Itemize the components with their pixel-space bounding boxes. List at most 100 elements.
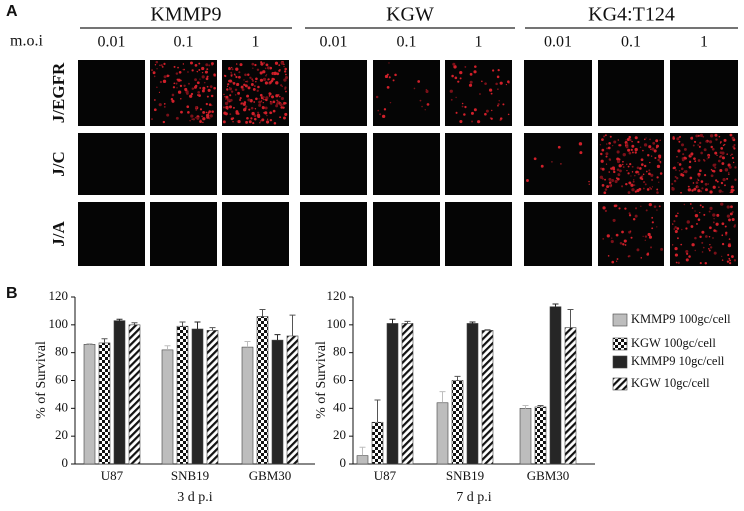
cell-signal [253, 114, 257, 118]
y-tick-label: 40 [333, 399, 346, 414]
cell-signal [235, 63, 238, 65]
cell-signal [206, 85, 209, 88]
cell-signal [724, 184, 726, 187]
cell-signal [283, 116, 286, 120]
cell-signal [461, 102, 464, 105]
x-tick-label: SNB19 [171, 468, 209, 483]
cell-signal [225, 105, 229, 110]
cell-signal [213, 73, 216, 77]
cell-signal [177, 80, 179, 83]
cell-signal [495, 82, 498, 86]
cell-signal [660, 247, 664, 251]
cell-signal [650, 188, 652, 190]
cell-signal [732, 189, 735, 192]
cell-signal [616, 168, 620, 172]
cell-signal [250, 106, 254, 110]
cell-signal [502, 103, 505, 106]
bar [549, 306, 562, 465]
cell-signal [608, 177, 612, 181]
cell-signal [607, 146, 611, 150]
group-header: KMMP9 [150, 4, 221, 26]
cell-signal [226, 88, 229, 91]
row-label: J/EGFR [49, 62, 68, 123]
cell-signal [262, 77, 267, 82]
cell-signal [721, 162, 725, 165]
y-tick-label: 40 [55, 399, 68, 414]
cell-signal [659, 139, 661, 141]
cell-signal [485, 109, 489, 113]
x-tick-label: U87 [101, 468, 124, 483]
cell-signal [615, 177, 618, 180]
cell-signal [459, 119, 463, 124]
y-tick-label: 60 [333, 371, 346, 386]
cell-signal [604, 209, 608, 213]
cell-signal [377, 109, 380, 112]
cell-signal [624, 244, 627, 246]
cell-signal [614, 179, 618, 184]
cell-signal [455, 96, 457, 99]
cell-signal [686, 220, 690, 224]
bar [401, 323, 414, 465]
cell-signal [726, 153, 728, 155]
micrograph [670, 60, 738, 126]
moi-value: 0.1 [174, 34, 194, 51]
cell-signal [603, 191, 607, 195]
cell-signal [676, 227, 680, 230]
cell-signal [389, 101, 392, 104]
cell-signal [613, 170, 616, 174]
cell-signal [245, 80, 247, 83]
cell-signal [644, 239, 647, 242]
cell-signal [672, 137, 676, 140]
micrograph [300, 60, 367, 126]
cell-signal [716, 180, 719, 183]
cell-signal [680, 191, 682, 194]
cell-signal [182, 68, 184, 71]
cell-signal [659, 172, 663, 175]
cell-signal [611, 145, 614, 147]
cell-signal [600, 159, 604, 163]
cell-signal [274, 61, 279, 65]
cell-signal [629, 138, 632, 142]
cell-signal [499, 81, 503, 85]
cell-signal [650, 148, 652, 150]
cell-signal [717, 159, 721, 163]
micrograph [150, 202, 217, 266]
cell-signal [628, 181, 632, 185]
y-tick-label: 80 [55, 344, 68, 359]
error-bar [484, 329, 491, 331]
cell-signal [733, 259, 737, 262]
x-tick-label: SNB19 [446, 468, 484, 483]
cell-signal [630, 175, 632, 177]
cell-signal [209, 114, 213, 118]
cell-signal [728, 165, 732, 169]
cell-signal [246, 116, 249, 120]
cell-signal [690, 136, 694, 140]
cell-signal [265, 63, 269, 67]
cell-signal [728, 218, 731, 222]
cell-signal [710, 174, 714, 178]
moi-value: 1 [700, 34, 708, 51]
cell-signal [247, 73, 250, 77]
cell-signal [392, 79, 395, 82]
cell-signal [275, 81, 279, 85]
y-tick-label: 100 [327, 316, 347, 331]
cell-signal [622, 160, 624, 163]
cell-signal [697, 144, 699, 146]
cell-signal [237, 91, 241, 95]
bar [534, 406, 547, 465]
cell-signal [637, 140, 640, 144]
cell-signal [724, 143, 726, 146]
cell-signal [698, 145, 701, 148]
cell-signal [269, 66, 273, 70]
error-bar [131, 322, 138, 325]
cell-signal [713, 229, 716, 232]
cell-signal [453, 65, 457, 69]
cell-signal [258, 98, 260, 100]
cell-signal [673, 179, 677, 183]
cell-signal [648, 235, 653, 239]
cell-signal [630, 230, 632, 232]
cell-signal [630, 148, 633, 151]
cell-signal [610, 167, 613, 170]
cell-signal [634, 174, 636, 177]
cell-signal [636, 248, 640, 252]
